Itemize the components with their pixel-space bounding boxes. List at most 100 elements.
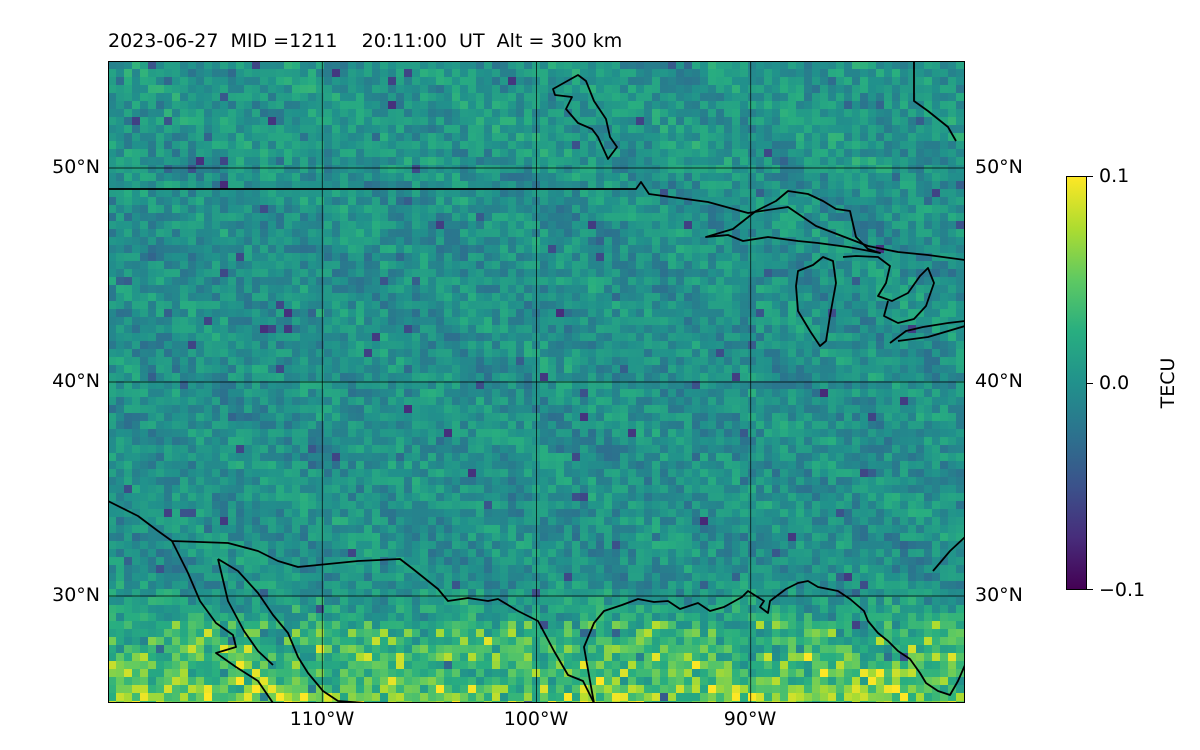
tec-cell bbox=[268, 173, 276, 181]
tec-cell bbox=[348, 101, 356, 109]
tec-cell bbox=[796, 77, 804, 85]
tec-cell bbox=[724, 133, 732, 141]
tec-cell bbox=[228, 189, 236, 197]
tec-cell bbox=[708, 181, 716, 189]
tec-cell bbox=[708, 381, 716, 389]
tec-cell bbox=[628, 253, 636, 261]
tec-cell bbox=[484, 61, 492, 69]
tec-cell bbox=[420, 277, 428, 285]
tec-cell bbox=[604, 381, 612, 389]
tec-cell bbox=[708, 101, 716, 109]
tec-cell bbox=[260, 125, 268, 133]
tec-cell bbox=[908, 85, 916, 93]
tec-cell bbox=[228, 253, 236, 261]
tec-cell bbox=[364, 149, 372, 157]
tec-cell bbox=[156, 221, 164, 229]
tec-cell bbox=[260, 109, 268, 117]
tec-cell bbox=[588, 117, 596, 125]
tec-cell bbox=[436, 109, 444, 117]
tec-cell bbox=[812, 157, 820, 165]
tec-cell bbox=[908, 117, 916, 125]
tec-cell bbox=[484, 301, 492, 309]
tec-cell bbox=[404, 373, 412, 381]
tec-cell bbox=[852, 93, 860, 101]
tec-cell bbox=[356, 405, 364, 413]
tec-cell bbox=[212, 173, 220, 181]
tec-cell bbox=[148, 317, 156, 325]
tec-cell bbox=[652, 285, 660, 293]
tec-cell bbox=[108, 221, 116, 229]
tec-cell bbox=[836, 381, 844, 389]
tec-cell bbox=[188, 93, 196, 101]
tec-cell bbox=[132, 85, 140, 93]
tec-cell bbox=[948, 77, 956, 85]
tec-cell bbox=[516, 93, 524, 101]
tec-cell bbox=[564, 333, 572, 341]
tec-cell bbox=[132, 301, 140, 309]
tec-cell bbox=[836, 109, 844, 117]
tec-cell bbox=[236, 117, 244, 125]
tec-cell bbox=[948, 245, 956, 253]
tec-cell bbox=[396, 365, 404, 373]
tec-cell bbox=[388, 77, 396, 85]
tec-cell bbox=[732, 405, 740, 413]
tec-cell bbox=[468, 301, 476, 309]
title-time: 20:11:00 UT bbox=[361, 30, 485, 52]
tec-cell bbox=[196, 253, 204, 261]
tec-cell bbox=[788, 157, 796, 165]
tec-cell bbox=[364, 349, 372, 357]
tec-cell bbox=[948, 133, 956, 141]
tec-cell bbox=[252, 149, 260, 157]
tec-cell bbox=[580, 421, 588, 429]
tec-cell bbox=[892, 141, 900, 149]
tec-cell bbox=[964, 165, 965, 173]
tec-cell bbox=[636, 197, 644, 205]
tec-cell bbox=[244, 205, 252, 213]
tec-cell bbox=[588, 157, 596, 165]
tec-cell bbox=[724, 405, 732, 413]
tec-cell bbox=[844, 133, 852, 141]
tec-cell bbox=[916, 285, 924, 293]
tec-cell bbox=[452, 205, 460, 213]
tec-cell bbox=[180, 269, 188, 277]
tec-cell bbox=[428, 69, 436, 77]
tec-cell bbox=[548, 413, 556, 421]
tec-cell bbox=[556, 149, 564, 157]
tec-cell bbox=[580, 413, 588, 421]
tec-cell bbox=[516, 365, 524, 373]
tec-cell bbox=[844, 213, 852, 221]
tec-cell bbox=[604, 197, 612, 205]
tec-cell bbox=[564, 309, 572, 317]
tec-cell bbox=[788, 381, 796, 389]
tec-cell bbox=[540, 69, 548, 77]
tec-cell bbox=[244, 173, 252, 181]
tec-cell bbox=[836, 221, 844, 229]
tec-cell bbox=[676, 397, 684, 405]
tec-cell bbox=[572, 237, 580, 245]
tec-cell bbox=[452, 61, 460, 69]
tec-cell bbox=[588, 221, 596, 229]
tec-cell bbox=[300, 349, 308, 357]
tec-cell bbox=[364, 125, 372, 133]
tec-cell bbox=[788, 317, 796, 325]
tec-cell bbox=[660, 381, 668, 389]
tec-cell bbox=[492, 293, 500, 301]
tec-cell bbox=[724, 373, 732, 381]
tec-cell bbox=[548, 69, 556, 77]
tec-cell bbox=[692, 93, 700, 101]
tec-cell bbox=[444, 229, 452, 237]
tec-cell bbox=[540, 189, 548, 197]
tec-cell bbox=[964, 117, 965, 125]
tec-cell bbox=[532, 109, 540, 117]
tec-cell bbox=[836, 149, 844, 157]
tec-cell bbox=[228, 301, 236, 309]
tec-cell bbox=[876, 309, 884, 317]
tec-cell bbox=[316, 93, 324, 101]
tec-cell bbox=[436, 325, 444, 333]
tec-cell bbox=[556, 173, 564, 181]
tec-cell bbox=[628, 69, 636, 77]
tec-cell bbox=[620, 317, 628, 325]
tec-cell bbox=[340, 365, 348, 373]
tec-cell bbox=[108, 285, 116, 293]
tec-cell bbox=[692, 101, 700, 109]
